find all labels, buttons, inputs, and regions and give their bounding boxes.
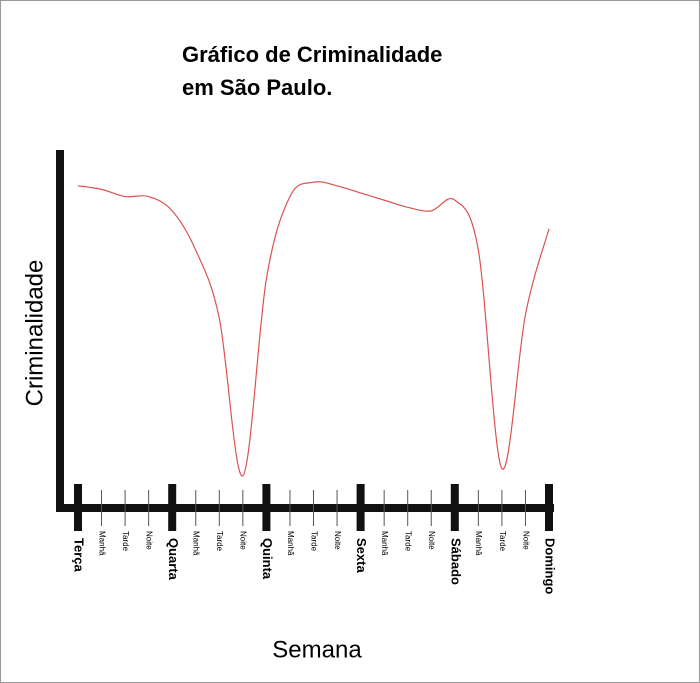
day-label: Quarta — [166, 538, 181, 581]
period-label: Noite — [145, 531, 154, 550]
period-label: Tarde — [498, 531, 507, 552]
x-axis-label: Semana — [272, 636, 362, 663]
period-label: Tarde — [404, 531, 413, 552]
period-label: Noite — [333, 531, 342, 550]
period-label: Manhã — [286, 531, 295, 556]
period-label: Tarde — [215, 531, 224, 552]
period-label: Noite — [427, 531, 436, 550]
crime-line — [77, 181, 550, 477]
period-label: Manhã — [97, 531, 106, 556]
chart-title: em São Paulo. — [182, 75, 332, 100]
day-label: Sábado — [448, 538, 463, 585]
period-label: Manhã — [380, 531, 389, 556]
chart-title: Gráfico de Criminalidade — [182, 42, 442, 67]
day-label: Sexta — [354, 538, 369, 573]
period-label: Noite — [521, 531, 530, 550]
period-label: Noite — [239, 531, 248, 550]
y-axis-label: Criminalidade — [21, 260, 48, 407]
period-label: Manhã — [192, 531, 201, 556]
period-label: Manhã — [474, 531, 483, 556]
day-label: Domingo — [543, 538, 558, 594]
period-label: Tarde — [309, 531, 318, 552]
day-label: Quinta — [260, 538, 275, 580]
day-label: Terça — [72, 538, 87, 572]
period-label: Tarde — [121, 531, 130, 552]
